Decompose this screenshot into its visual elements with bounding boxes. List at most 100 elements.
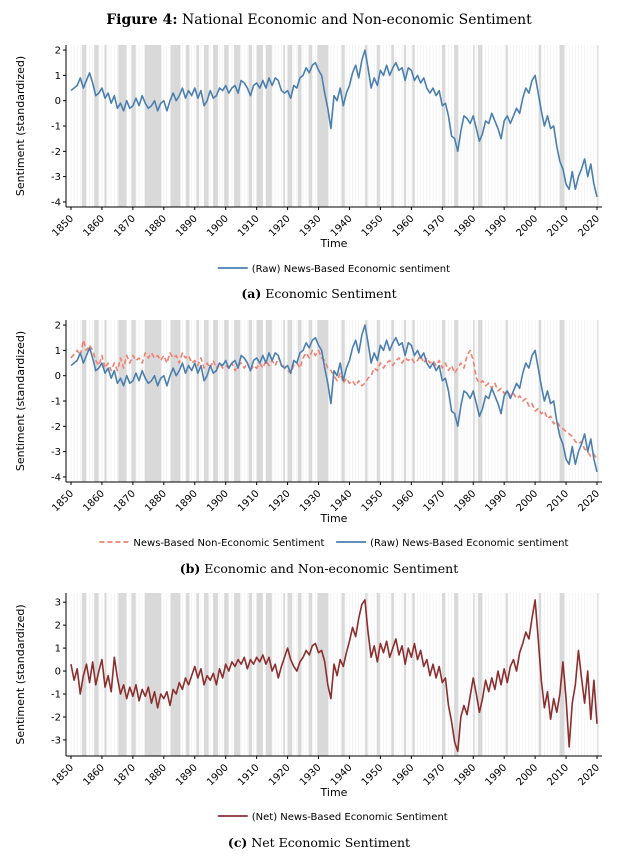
legend-label: (Net) News-Based Economic Sentiment bbox=[252, 812, 448, 823]
x-axis-label: Time bbox=[320, 237, 348, 250]
recession-band bbox=[170, 45, 181, 207]
x-tick-label: 2010 bbox=[545, 488, 571, 514]
y-tick-label: 1 bbox=[55, 644, 61, 655]
x-tick-label: 1940 bbox=[329, 213, 355, 239]
recession-band bbox=[131, 320, 136, 482]
recession-band bbox=[412, 320, 415, 482]
recession-band bbox=[403, 320, 407, 482]
x-tick-label: 1940 bbox=[329, 762, 355, 788]
recession-band bbox=[297, 320, 302, 482]
x-tick-label: 1850 bbox=[50, 762, 76, 788]
x-tick-label: 1990 bbox=[484, 762, 510, 788]
recession-band bbox=[213, 45, 218, 207]
x-tick-label: 2000 bbox=[514, 488, 540, 514]
y-tick-label: -2 bbox=[51, 422, 61, 433]
x-tick-label: 1980 bbox=[453, 488, 479, 514]
x-axis-label: Time bbox=[320, 512, 348, 525]
recession-band bbox=[234, 593, 241, 756]
recession-band bbox=[308, 45, 313, 207]
y-tick-label: 0 bbox=[55, 667, 61, 678]
y-axis-label: Sentiment (standardized) bbox=[14, 604, 27, 744]
recession-band bbox=[224, 320, 229, 482]
series-line bbox=[70, 324, 598, 473]
recession-band bbox=[118, 593, 127, 756]
recession-band bbox=[538, 593, 541, 756]
recession-band bbox=[473, 320, 475, 482]
x-tick-label: 1930 bbox=[298, 213, 324, 239]
recession-band bbox=[317, 320, 329, 482]
panel-caption: (a) Economic Sentiment bbox=[241, 286, 396, 301]
panel-caption: (c) Net Economic Sentiment bbox=[228, 835, 410, 850]
recession-band bbox=[94, 320, 99, 482]
x-tick-label: 1920 bbox=[267, 762, 293, 788]
recession-band bbox=[441, 320, 446, 482]
recession-band bbox=[454, 45, 459, 207]
recession-band bbox=[441, 45, 446, 207]
x-tick-label: 1850 bbox=[50, 213, 76, 239]
recession-band bbox=[186, 593, 190, 756]
recession-band bbox=[204, 593, 209, 756]
panel-caption-text: Economic Sentiment bbox=[261, 286, 396, 301]
x-tick-label: 1910 bbox=[236, 488, 262, 514]
recession-band bbox=[213, 320, 218, 482]
recession-band bbox=[473, 593, 475, 756]
y-tick-label: 1 bbox=[55, 71, 61, 82]
recession-band bbox=[186, 45, 190, 207]
y-tick-label: -3 bbox=[51, 447, 61, 458]
series-line bbox=[70, 49, 598, 198]
recession-band bbox=[341, 45, 345, 207]
legend: (Raw) News-Based Economic sentiment bbox=[217, 264, 450, 275]
recession-band bbox=[341, 593, 345, 756]
y-tick-label: -4 bbox=[51, 197, 61, 208]
x-tick-label: 1970 bbox=[422, 488, 448, 514]
x-tick-label: 1920 bbox=[267, 213, 293, 239]
recession-band bbox=[144, 45, 162, 207]
panel-caption-text: Economic and Non-economic Sentiment bbox=[200, 561, 458, 576]
x-tick-label: 1930 bbox=[298, 762, 324, 788]
recession-band bbox=[265, 320, 272, 482]
recession-band bbox=[365, 320, 368, 482]
recession-band bbox=[265, 45, 272, 207]
recession-band bbox=[412, 593, 415, 756]
x-tick-label: 1890 bbox=[174, 488, 200, 514]
recession-band bbox=[454, 593, 459, 756]
legend-label: News-Based Non-Economic Sentiment bbox=[133, 538, 324, 549]
recession-band bbox=[248, 320, 253, 482]
panel-label: (c) bbox=[228, 835, 247, 850]
x-tick-label: 1940 bbox=[329, 488, 355, 514]
recession-band bbox=[256, 45, 263, 207]
recession-band bbox=[505, 320, 508, 482]
recession-band bbox=[283, 320, 286, 482]
recession-band bbox=[308, 320, 313, 482]
recession-band bbox=[559, 320, 565, 482]
x-tick-label: 1950 bbox=[360, 213, 386, 239]
y-tick-label: -1 bbox=[51, 397, 61, 408]
recession-band bbox=[81, 320, 87, 482]
recession-band bbox=[376, 593, 380, 756]
x-tick-label: 2020 bbox=[576, 213, 602, 239]
recession-band bbox=[94, 45, 99, 207]
recession-band bbox=[170, 320, 181, 482]
recession-band bbox=[224, 593, 229, 756]
recession-band bbox=[118, 320, 127, 482]
x-tick-label: 1980 bbox=[453, 762, 479, 788]
recession-band bbox=[538, 45, 541, 207]
x-tick-label: 1870 bbox=[112, 762, 138, 788]
recession-band bbox=[477, 45, 483, 207]
recession-band bbox=[403, 45, 407, 207]
recession-band bbox=[186, 320, 190, 482]
recession-band bbox=[317, 593, 329, 756]
recession-band bbox=[412, 45, 415, 207]
y-tick-label: -3 bbox=[51, 172, 61, 183]
recession-band bbox=[234, 320, 241, 482]
x-tick-label: 1920 bbox=[267, 488, 293, 514]
recession-band bbox=[538, 320, 541, 482]
y-tick-label: 2 bbox=[55, 46, 61, 57]
x-tick-label: 1950 bbox=[360, 762, 386, 788]
figure-title-text: National Economic and Non-economic Senti… bbox=[182, 12, 532, 28]
recession-band bbox=[403, 593, 407, 756]
x-tick-label: 1960 bbox=[391, 213, 417, 239]
recession-band bbox=[224, 45, 229, 207]
